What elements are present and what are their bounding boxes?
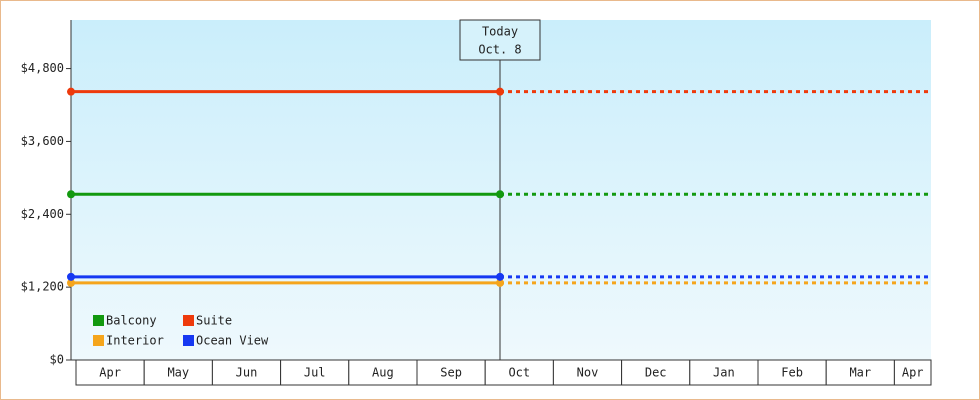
point (496, 190, 504, 199)
point (67, 190, 75, 199)
x-tick-label: Oct (508, 366, 530, 380)
y-tick-label: $2,400 (21, 207, 64, 221)
point (67, 278, 75, 287)
today-label: Today (482, 25, 518, 39)
x-tick-label: Jun (236, 366, 258, 380)
today-label: Oct. 8 (478, 43, 521, 57)
x-tick-label: Apr (99, 366, 121, 380)
x-category-box (211, 359, 282, 386)
legend-label: Balcony (106, 314, 157, 328)
point (67, 272, 75, 281)
x-category-box (893, 359, 932, 386)
x-tick-label: Mar (849, 366, 871, 380)
legend-label: Ocean View (196, 334, 269, 348)
point (496, 278, 504, 287)
x-category-box (348, 359, 418, 386)
x-category-box (757, 359, 827, 386)
x-category-box (825, 359, 895, 386)
x-category-box (280, 359, 350, 386)
legend-label: Interior (106, 334, 164, 348)
point (496, 272, 504, 281)
x-category-box (552, 359, 623, 386)
x-tick-label: Nov (577, 366, 599, 380)
today-box (459, 19, 541, 61)
x-tick-label: Sep (440, 366, 462, 380)
x-tick-label: Jul (304, 366, 326, 380)
x-category-box (416, 359, 486, 386)
legend-swatch (183, 315, 194, 326)
x-tick-label: Apr (902, 366, 924, 380)
y-tick-label: $0 (50, 353, 64, 367)
x-tick-label: Jan (713, 366, 735, 380)
point (67, 87, 75, 96)
legend-label: Suite (196, 314, 232, 328)
x-category-box (621, 359, 691, 386)
y-tick-label: $4,800 (21, 61, 64, 75)
x-tick-label: Aug (372, 366, 394, 380)
x-tick-label: Dec (645, 366, 667, 380)
legend-swatch (93, 335, 104, 346)
legend-swatch (183, 335, 194, 346)
plot-area (71, 20, 931, 360)
point (496, 87, 504, 96)
x-tick-label: Feb (781, 366, 803, 380)
y-tick-label: $3,600 (21, 134, 64, 148)
legend-swatch (93, 315, 104, 326)
y-tick-label: $1,200 (21, 280, 64, 294)
x-tick-label: May (167, 366, 189, 380)
